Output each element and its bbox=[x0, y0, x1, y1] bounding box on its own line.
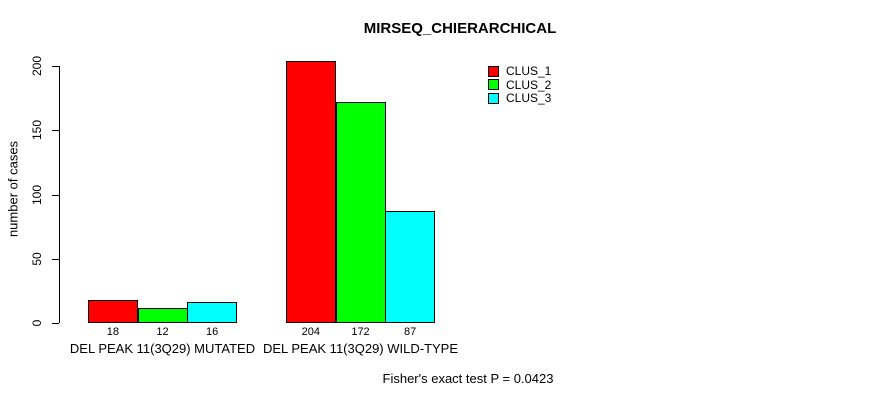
legend-label: CLUS_1 bbox=[506, 64, 552, 78]
legend-color-swatch bbox=[488, 92, 499, 104]
bar-clus_3-group2 bbox=[385, 211, 435, 323]
bar-value-label: 87 bbox=[404, 326, 417, 338]
y-tick-label: 0 bbox=[30, 319, 44, 327]
legend-item-clus_1: CLUS_1 bbox=[488, 65, 551, 77]
bar-clus_1-group2 bbox=[286, 61, 336, 323]
fisher-test-note: Fisher's exact test P = 0.0423 bbox=[382, 371, 554, 386]
y-tick-label: 200 bbox=[30, 55, 44, 77]
legend-item-clus_2: CLUS_2 bbox=[488, 79, 551, 91]
bar-clus_3-group1 bbox=[187, 302, 237, 323]
bar-value-label: 18 bbox=[106, 326, 119, 338]
y-tick-mark bbox=[52, 194, 59, 196]
bar-value-label: 16 bbox=[206, 326, 219, 338]
y-axis-label: number of cases bbox=[5, 140, 21, 238]
y-tick-label: 150 bbox=[30, 120, 44, 141]
bar-value-label: 12 bbox=[156, 326, 169, 338]
bar-clus_2-group2 bbox=[336, 102, 386, 323]
legend-label: CLUS_2 bbox=[506, 77, 552, 92]
y-tick-mark bbox=[52, 130, 59, 132]
legend-item-clus_3: CLUS_3 bbox=[488, 92, 551, 104]
y-tick-mark bbox=[52, 323, 59, 324]
bar-clus_2-group1 bbox=[138, 308, 188, 323]
legend-color-swatch bbox=[488, 79, 499, 90]
y-tick-mark bbox=[52, 258, 59, 260]
legend-color-swatch bbox=[488, 65, 499, 77]
category-label: DEL PEAK 11(3Q29) WILD-TYPE bbox=[262, 341, 459, 356]
bar-clus_1-group1 bbox=[88, 300, 138, 323]
category-label: DEL PEAK 11(3Q29) MUTATED bbox=[69, 341, 256, 356]
y-tick-label: 50 bbox=[30, 252, 44, 266]
bar-value-label: 172 bbox=[351, 326, 370, 338]
y-axis-line bbox=[59, 66, 60, 323]
y-tick-label: 100 bbox=[30, 184, 44, 205]
bar-value-label: 204 bbox=[301, 326, 321, 338]
chart-title: MIRSEQ_CHIERARCHICAL bbox=[363, 20, 557, 37]
legend-label: CLUS_3 bbox=[506, 91, 552, 105]
y-tick-mark bbox=[52, 66, 59, 67]
